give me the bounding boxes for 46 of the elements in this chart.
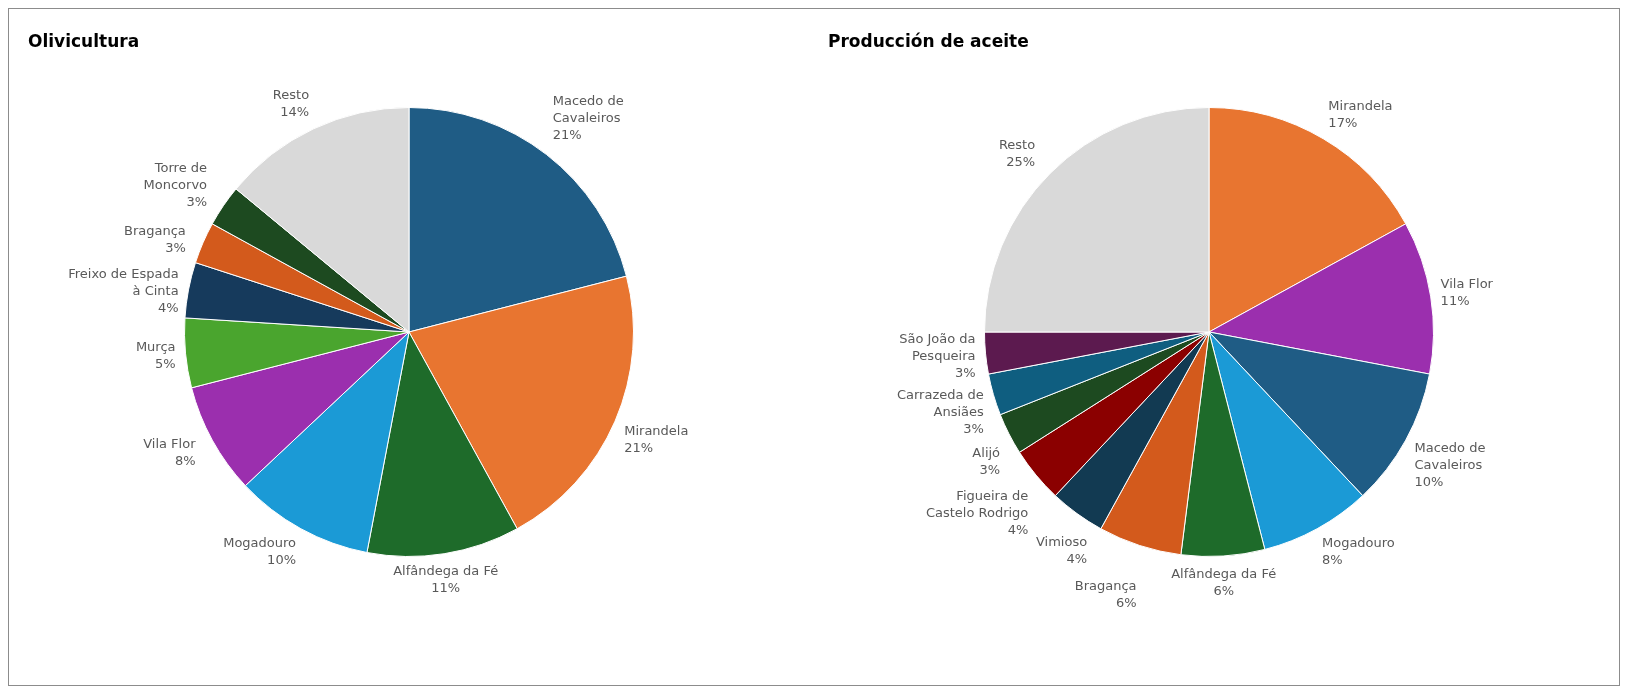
slice-label: Macedo de Cavaleiros [1414, 439, 1486, 472]
chart-title: Olivicultura [28, 31, 140, 51]
data-label: 3% [954, 364, 976, 380]
slice-label: São João da Pesqueira [899, 330, 976, 363]
slice-label: Mogadouro [1321, 535, 1395, 551]
slice-label: Vila Flor [1440, 275, 1494, 291]
slice-label: Mirandela [624, 422, 689, 438]
slice-label: Bragança [123, 222, 186, 238]
slice-label: Alfândega da Fé [1171, 565, 1277, 581]
data-label: 10% [1414, 473, 1444, 489]
chart-title: Producción de aceite [828, 31, 1029, 51]
slice-label: Mogadouro [223, 535, 297, 551]
data-label: 5% [154, 355, 176, 371]
data-label: 3% [963, 420, 984, 436]
data-label: 21% [624, 439, 654, 455]
slice-label: Mirandela [1328, 98, 1393, 114]
data-label: 4% [1007, 522, 1029, 538]
slice-label: Murça [135, 338, 176, 354]
data-label: 3% [186, 194, 208, 210]
slice-label: Alijó [972, 445, 1001, 461]
slice-label: Alfândega da Fé [393, 563, 499, 579]
data-label: 8% [1321, 552, 1343, 568]
slice-label: Carrazeda de Ansiães [896, 386, 985, 419]
data-label: 11% [1440, 292, 1470, 308]
data-label: 4% [1066, 551, 1088, 567]
data-label: 6% [1115, 595, 1137, 611]
data-label: 4% [158, 299, 179, 315]
slice-label: Resto [272, 87, 310, 103]
data-label: 11% [431, 580, 461, 596]
data-label: 10% [267, 552, 297, 568]
data-label: 8% [174, 453, 196, 469]
slice-label: Vimioso [1035, 534, 1088, 550]
slice-label: Freixo de Espada à Cinta [68, 265, 179, 298]
data-label: 3% [979, 462, 1001, 478]
slice-label: Torre de Moncorvo [143, 160, 208, 193]
slice-label: Resto [998, 137, 1036, 153]
slice-label: Macedo de Cavaleiros [552, 92, 624, 125]
slice-label: Bragança [1074, 578, 1137, 594]
data-label: 25% [1006, 154, 1036, 170]
data-label: 6% [1213, 582, 1235, 598]
slice-label: Vila Flor [143, 436, 197, 452]
data-label: 17% [1328, 115, 1358, 131]
data-label: 14% [280, 104, 310, 120]
slice-label: Figueira de Castelo Rodrigo [925, 488, 1029, 521]
data-label: 21% [552, 126, 582, 142]
data-label: 3% [165, 239, 186, 255]
